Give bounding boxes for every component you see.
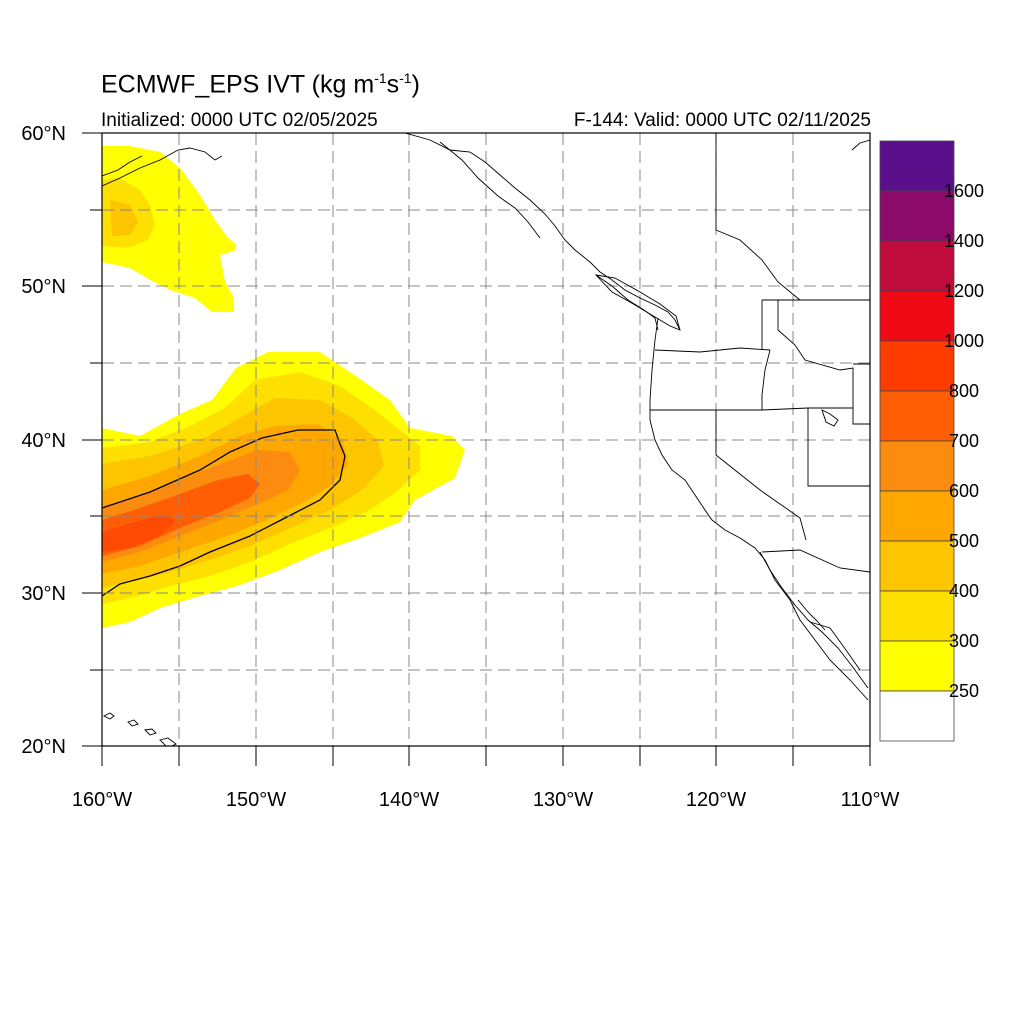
lon-label-140w: 140°W [379, 789, 439, 811]
colorbar-label: 700 [949, 431, 979, 451]
axis-ticks [82, 132, 871, 766]
colorbar-label: 800 [949, 381, 979, 401]
colorbar-swatch [879, 540, 955, 592]
lon-label-160w: 160°W [72, 789, 132, 811]
colorbar-swatch [879, 240, 955, 292]
lat-label-20n: 20°N [21, 736, 66, 758]
colorbar-swatch [879, 640, 955, 692]
colorbar-label: 600 [949, 481, 979, 501]
colorbar-swatch [879, 340, 955, 392]
lon-label-150w: 150°W [226, 789, 286, 811]
colorbar-swatch [879, 440, 955, 492]
colorbar-label: 500 [949, 531, 979, 551]
colorbar-label: 400 [949, 581, 979, 601]
lon-labels: 160°W 150°W 140°W 130°W 120°W 110°W [72, 789, 900, 811]
colorbar-swatch [879, 190, 955, 242]
colorbar: 1600 1400 1200 1000 800 700 600 500 400 300 250 [879, 140, 984, 742]
coastlines [102, 133, 870, 746]
colorbar-swatch [879, 140, 955, 192]
lon-label-130w: 130°W [533, 789, 593, 811]
map-title: ECMWF_EPS IVT (kg m-1s-1) [101, 70, 420, 99]
lat-label-50n: 50°N [21, 276, 66, 298]
colorbar-swatch [879, 390, 955, 442]
colorbar-label: 1600 [944, 181, 984, 201]
colorbar-label: 1200 [944, 281, 984, 301]
lat-label-40n: 40°N [21, 430, 66, 452]
lat-label-30n: 30°N [21, 583, 66, 605]
colorbar-label: 1400 [944, 231, 984, 251]
ivt-shading [102, 146, 465, 628]
colorbar-label: 300 [949, 631, 979, 651]
colorbar-label: 250 [949, 681, 979, 701]
colorbar-swatch [879, 590, 955, 642]
colorbar-swatch [879, 290, 955, 342]
colorbar-label: 1000 [944, 331, 984, 351]
lon-label-110w: 110°W [841, 789, 900, 811]
init-time-label: Initialized: 0000 UTC 02/05/2025 [101, 110, 378, 131]
colorbar-swatch [879, 690, 955, 742]
lat-labels: 60°N 50°N 40°N 30°N 20°N [21, 123, 66, 758]
lat-label-60n: 60°N [21, 123, 66, 145]
valid-time-label: F-144: Valid: 0000 UTC 02/11/2025 [573, 110, 871, 131]
colorbar-swatch [879, 490, 955, 542]
lon-label-120w: 120°W [686, 789, 746, 811]
